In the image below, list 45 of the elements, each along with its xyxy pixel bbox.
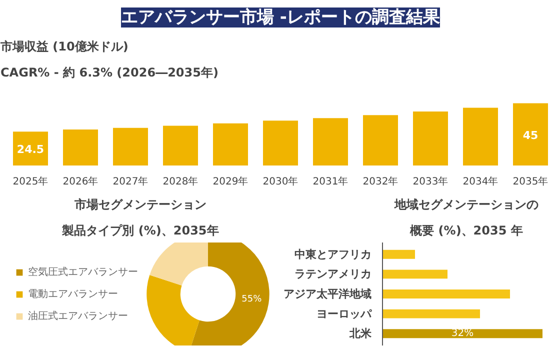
- y-tick-label: ラテンアメリカ: [294, 268, 372, 281]
- bar: [213, 123, 248, 166]
- legend-label: 電動エアバランサー: [28, 288, 118, 300]
- bar: [413, 112, 448, 166]
- text: CAGR% - 約 6.3% (2026―2035年): [0, 66, 218, 80]
- bar: [463, 108, 498, 166]
- bar: [382, 329, 542, 338]
- bar: [382, 250, 415, 259]
- bar: [13, 132, 48, 166]
- chart-subtitle: 概要 (%)、2035 年: [409, 224, 523, 238]
- y-tick-label: 北米: [348, 327, 372, 340]
- x-tick-label: 2026年: [62, 176, 98, 188]
- x-tick-label: 2028年: [162, 176, 198, 188]
- chart-subtitle: 市場収益 (10億米ドル): [0, 40, 128, 54]
- data-label: 24.5: [16, 143, 44, 156]
- legend-label: 空気圧式エアバランサー: [28, 266, 138, 278]
- x-tick-label: 2025年: [12, 176, 48, 188]
- bar: [63, 130, 98, 166]
- bar: [513, 103, 548, 166]
- x-tick-label: 2029年: [212, 176, 248, 188]
- bar: [382, 270, 448, 279]
- x-tick-label: 2035年: [512, 176, 548, 188]
- chart-title: エアバランサー市場 -レポートの調査結果: [121, 8, 441, 28]
- x-tick-label: 2032年: [362, 176, 398, 188]
- x-tick-label: 2031年: [312, 176, 348, 188]
- bar: [113, 128, 148, 166]
- chart-subtitle: 製品タイプ別 (%)、2035年: [61, 224, 219, 238]
- bar: [363, 115, 398, 166]
- bar: [382, 290, 510, 298]
- x-tick-label: 2033年: [412, 176, 448, 188]
- chart-title: 市場セグメンテーション: [74, 198, 206, 212]
- bar: [163, 126, 198, 166]
- bar: [313, 118, 348, 166]
- data-label: 55%: [242, 294, 262, 304]
- bar: [382, 309, 480, 318]
- legend-label: 油圧式エアバランサー: [28, 310, 128, 322]
- x-tick-label: 2034年: [462, 176, 498, 188]
- chart-title: 地域セグメンテーションの: [394, 198, 538, 212]
- y-tick-label: アジア太平洋地域: [284, 288, 372, 300]
- x-tick-label: 2027年: [112, 176, 148, 188]
- data-label: 45: [522, 128, 538, 142]
- x-tick-label: 2030年: [262, 176, 298, 188]
- y-tick-label: 中東とアフリカ: [294, 248, 372, 261]
- y-tick-label: ヨーロッパ: [316, 307, 372, 320]
- bar: [263, 120, 298, 166]
